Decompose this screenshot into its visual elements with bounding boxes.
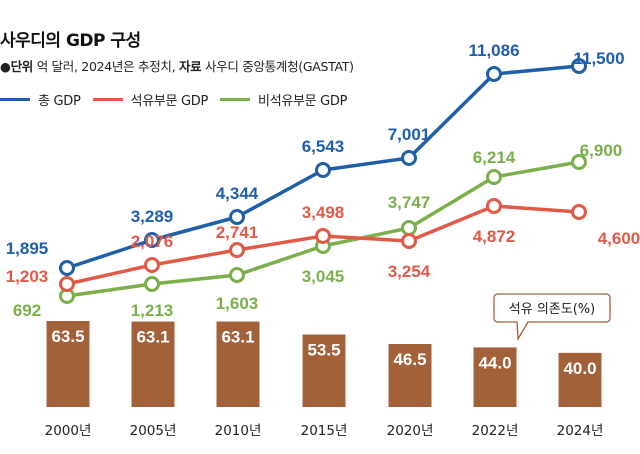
data-label-nonoil: 692 xyxy=(13,301,41,320)
bar xyxy=(302,334,346,407)
data-label-oil: 2,741 xyxy=(216,223,259,242)
marker-total xyxy=(144,232,160,248)
legend-label-total: 총 GDP xyxy=(38,94,81,109)
bullet-icon: ● xyxy=(0,59,11,74)
bar-value-label: 44.0 xyxy=(478,353,511,372)
bar xyxy=(473,347,517,407)
data-label-nonoil: 6,214 xyxy=(473,148,516,167)
chart-title: 사우디의 GDP 구성 xyxy=(0,31,141,51)
bar-value-label: 40.0 xyxy=(563,359,596,378)
callout-text: 석유 의존도(%) xyxy=(509,302,595,317)
chart-subtitle: ●단위 억 달러, 2024년은 추정치, 자료 사우디 중앙통계청(GASTA… xyxy=(0,56,354,75)
marker-nonoil xyxy=(486,169,502,185)
marker-nonoil xyxy=(144,276,160,292)
marker-nonoil xyxy=(571,154,587,170)
marker-nonoil xyxy=(229,267,245,283)
legend: 총 GDP 석유부문 GDP 비석유부문 GDP xyxy=(0,90,359,109)
bar xyxy=(46,321,90,407)
callout: 석유 의존도(%) xyxy=(493,293,611,342)
data-label-nonoil: 3,747 xyxy=(388,193,431,212)
data-label-nonoil: 1,213 xyxy=(131,301,174,320)
legend-label-nonoil: 비석유부문 GDP xyxy=(258,94,348,109)
lines-group: 692 1,213 1,603 3,045 3,747 6,214 6,900 1,203 2,… xyxy=(6,41,640,320)
marker-total xyxy=(401,150,417,166)
data-label-total: 7,001 xyxy=(388,125,431,144)
data-label-total: 6,543 xyxy=(302,137,345,156)
unit-text: 억 달러, 2024년은 추정치, xyxy=(33,59,179,74)
bar xyxy=(131,321,175,407)
legend-item-total: 총 GDP xyxy=(0,90,81,109)
x-tick-label: 2020년 xyxy=(387,423,434,439)
marker-oil xyxy=(59,276,75,292)
bar-value-label: 63.1 xyxy=(136,328,169,347)
marker-oil xyxy=(571,204,587,220)
marker-oil xyxy=(144,257,160,273)
marker-oil xyxy=(401,233,417,249)
marker-oil xyxy=(486,198,502,214)
x-tick-label: 2015년 xyxy=(301,423,348,439)
legend-swatch-oil xyxy=(92,98,123,101)
marker-total xyxy=(486,66,502,82)
x-tick-label: 2022년 xyxy=(472,423,519,439)
source-text: 사우디 중앙통계청(GASTAT) xyxy=(201,59,354,74)
data-label-total: 1,895 xyxy=(6,239,49,258)
marker-total xyxy=(315,162,331,178)
legend-item-nonoil: 비석유부문 GDP xyxy=(220,90,347,109)
data-label-oil: 4,872 xyxy=(473,227,516,246)
legend-label-oil: 석유부문 GDP xyxy=(130,94,209,109)
marker-total xyxy=(571,58,587,74)
x-tick-label: 2010년 xyxy=(215,423,262,439)
data-label-oil: 3,254 xyxy=(388,262,431,281)
marker-total xyxy=(59,260,75,276)
marker-nonoil xyxy=(401,220,417,236)
legend-swatch-nonoil xyxy=(220,98,251,101)
data-label-total: 4,344 xyxy=(216,184,259,203)
x-tick-label: 2005년 xyxy=(130,423,177,439)
x-tick-label: 2024년 xyxy=(557,423,604,439)
bar-value-label: 46.5 xyxy=(393,350,426,369)
legend-item-oil: 석유부문 GDP xyxy=(92,90,209,109)
bar-value-label: 63.1 xyxy=(221,328,254,347)
data-label-oil: 1,203 xyxy=(6,267,49,286)
source-label: 자료 xyxy=(178,59,202,74)
bar-value-label: 63.5 xyxy=(51,327,84,346)
data-label-oil: 3,498 xyxy=(302,203,345,222)
data-label-nonoil: 6,900 xyxy=(580,141,623,160)
legend-swatch-total xyxy=(0,98,30,101)
data-label-total: 11,500 xyxy=(573,49,624,68)
marker-oil xyxy=(229,242,245,258)
callout-box xyxy=(493,293,611,342)
marker-oil xyxy=(315,228,331,244)
bars-group: 63.5 2000년 63.1 2005년 63.1 2010년 53.5 2015년 46.5… xyxy=(45,321,604,439)
data-label-total: 11,086 xyxy=(468,41,519,60)
bar xyxy=(558,352,602,407)
data-label-nonoil: 3,045 xyxy=(302,267,345,286)
bar xyxy=(216,321,260,407)
data-label-oil: 2,076 xyxy=(131,232,174,251)
data-label-total: 3,289 xyxy=(131,207,174,226)
data-label-nonoil: 1,603 xyxy=(216,294,259,313)
bar-value-label: 53.5 xyxy=(307,341,340,360)
unit-label: 단위 xyxy=(10,59,34,74)
x-tick-label: 2000년 xyxy=(45,423,92,439)
bar xyxy=(388,344,432,407)
data-label-oil: 4,600 xyxy=(598,229,640,248)
marker-total xyxy=(229,209,245,225)
